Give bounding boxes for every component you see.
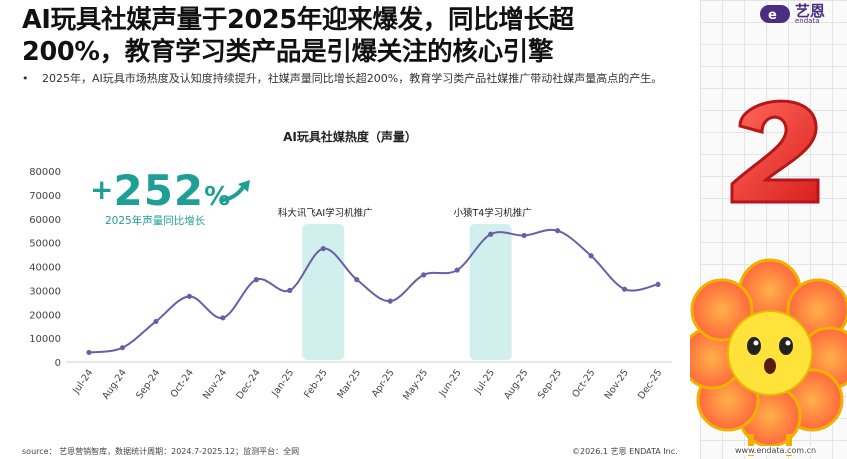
data-point: [421, 272, 427, 278]
x-tick-label: Sep-24: [134, 367, 162, 401]
highlight-band-2: [469, 224, 512, 360]
x-tick-label: Jul-25: [472, 367, 497, 396]
data-point: [454, 267, 460, 273]
y-tick-label: 60000: [29, 215, 61, 226]
y-tick-label: 0: [55, 358, 61, 369]
data-point: [253, 277, 259, 283]
decorative-number-2-illustration: [730, 99, 820, 204]
page-title-line-1: AI玩具社媒声量于2025年迎来爆发，同比增长超: [22, 5, 574, 35]
x-tick-label: Nov-25: [603, 367, 631, 401]
x-tick-label: Oct-25: [570, 367, 597, 399]
x-tick-label: Aug-24: [100, 367, 129, 401]
data-point: [220, 315, 226, 321]
data-point: [521, 232, 527, 239]
y-tick-label: 50000: [29, 239, 61, 250]
growth-caption: 2025年声量同比增长: [105, 215, 206, 227]
data-point: [186, 293, 193, 299]
endata-logo: e: [760, 5, 790, 23]
website-url: www.endata.com.cn: [735, 446, 817, 455]
source-note: source： 艺恩营销智库，数据统计周期：2024.7-2025.12；监测平…: [22, 447, 300, 456]
x-tick-label: Jan-25: [269, 367, 296, 399]
page-title: AI玩具社媒声量于2025年迎来爆发，同比增长超 200%，教育学习类产品是引爆…: [22, 4, 702, 68]
logo-text-cn: 艺恩: [795, 2, 826, 20]
x-tick-label: Jun-25: [437, 367, 464, 399]
growth-percent-sign: %: [204, 182, 231, 212]
data-point: [320, 245, 326, 252]
trend-up-arrow-icon: [221, 180, 250, 202]
data-point: [153, 318, 159, 325]
growth-highlight: +252%: [90, 166, 230, 215]
x-tick-label: Jul-24: [70, 367, 95, 396]
annotation-label-2: 小猿T4学习机推广: [453, 207, 531, 219]
series-line: [88, 228, 659, 354]
chart-title: AI玩具社媒热度（声量）: [283, 130, 417, 144]
logo-text-en: endata: [795, 17, 820, 25]
y-tick-label: 70000: [29, 191, 61, 202]
data-point: [86, 349, 92, 356]
data-point: [554, 228, 561, 234]
y-tick-label: 10000: [29, 334, 61, 345]
x-tick-label: Oct-24: [169, 367, 196, 399]
x-tick-label: May-25: [401, 367, 430, 402]
data-point: [354, 277, 360, 283]
x-tick-label: Dec-25: [636, 367, 664, 401]
x-tick-label: Aug-25: [502, 367, 531, 401]
svg-text:e: e: [768, 8, 777, 23]
highlight-band-1: [302, 224, 345, 360]
data-point: [287, 287, 293, 293]
x-tick-label: Mar-25: [335, 367, 363, 400]
x-tick-label: Apr-25: [370, 367, 397, 399]
data-point: [488, 231, 494, 237]
bullet-marker: •: [22, 72, 29, 85]
flower-mascot-illustration: [690, 258, 847, 456]
y-tick-label: 40000: [29, 263, 61, 274]
data-point: [119, 345, 126, 351]
x-tick-label: Nov-24: [201, 367, 229, 401]
y-tick-label: 20000: [29, 310, 61, 321]
annotation-label-1: 科大讯飞AI学习机推广: [278, 207, 373, 219]
data-point: [655, 281, 661, 288]
copyright: ©2026.1 艺恩 ENDATA Inc.: [572, 447, 678, 456]
growth-number: 252: [113, 166, 205, 215]
y-tick-label: 80000: [29, 167, 61, 178]
summary-text: 2025年，AI玩具市场热度及认知度持续提升，社媒声量同比增长超200%，教育学…: [42, 72, 663, 85]
data-point: [588, 253, 594, 259]
growth-plus-sign: +: [90, 173, 114, 206]
y-tick-label: 30000: [29, 286, 61, 297]
data-point: [621, 286, 628, 292]
page-title-line-2: 200%，教育学习类产品是引爆关注的核心引擎: [22, 37, 554, 67]
x-tick-label: Feb-25: [302, 367, 330, 400]
data-point: [387, 298, 393, 304]
line-chart: 科大讯飞AI学习机推广 小猿T4学习机推广 0 10000 20000 30000 4000…: [29, 167, 672, 402]
x-tick-label: Sep-25: [536, 367, 564, 401]
x-tick-label: Dec-24: [234, 367, 262, 401]
